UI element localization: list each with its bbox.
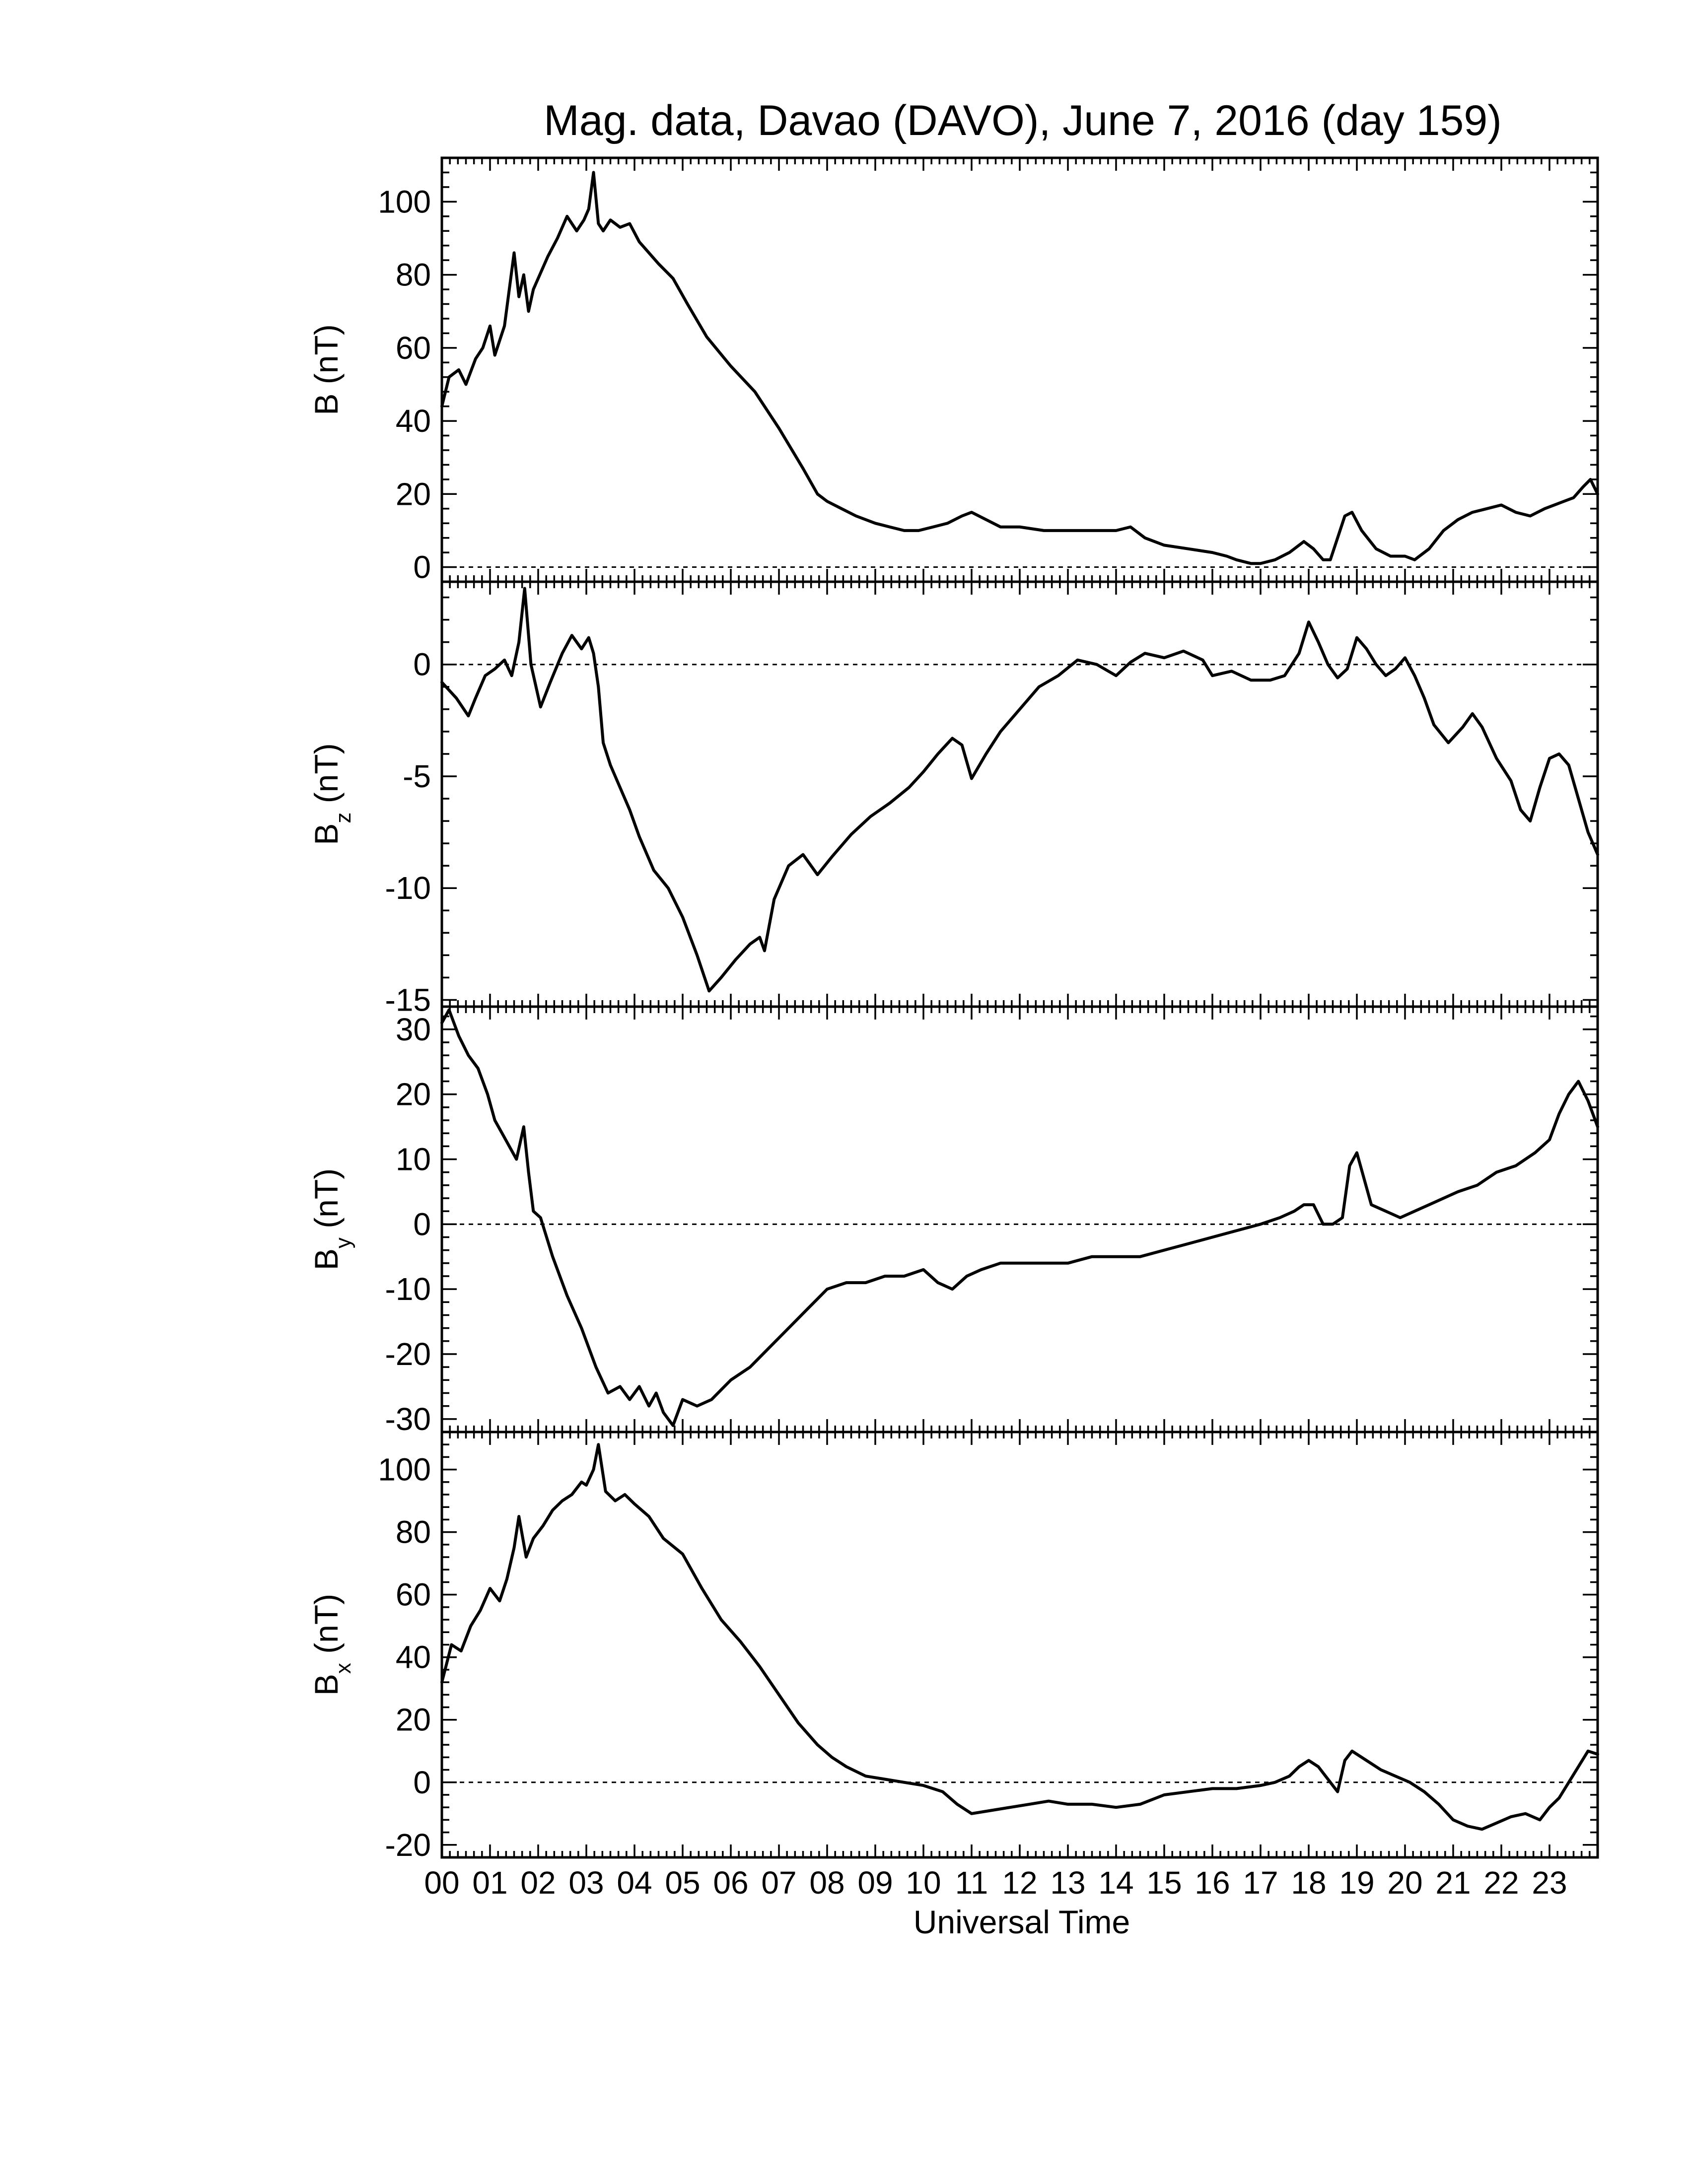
- x-tick-label: 08: [809, 1865, 844, 1901]
- y-tick-label-b-total: 40: [396, 403, 431, 439]
- y-tick-label-b-total: 0: [413, 549, 431, 585]
- y-axis-label-subscript: z: [331, 813, 355, 823]
- y-axis-label-unit: (nT): [308, 324, 345, 393]
- x-axis-label: Universal Time: [914, 1904, 1130, 1940]
- y-tick-label-bx: 20: [396, 1702, 431, 1738]
- y-axis-label-subscript: y: [331, 1237, 355, 1248]
- chart-title: Mag. data, Davao (DAVO), June 7, 2016 (d…: [544, 97, 1502, 144]
- series-line-bx: [440, 1443, 1599, 1831]
- y-axis-label-unit: (nT): [308, 743, 345, 812]
- y-tick-label-bz: -15: [385, 982, 431, 1018]
- y-axis-label-main: B: [308, 1674, 345, 1696]
- y-tick-label-bz: -5: [403, 758, 431, 794]
- y-tick-label-by: 20: [396, 1077, 431, 1112]
- panel-bx: 100 80 60 40 20 0 -20 Bx (nT): [308, 1431, 1599, 1863]
- x-tick-label: 20: [1387, 1865, 1422, 1901]
- x-tick-label: 06: [713, 1865, 748, 1901]
- y-tick-label-by: 30: [396, 1012, 431, 1047]
- series-line-by: [440, 1008, 1599, 1427]
- y-axis-label-unit: (nT): [308, 1594, 345, 1663]
- y-tick-label-by: -30: [385, 1401, 431, 1437]
- x-tick-label: 17: [1243, 1865, 1278, 1901]
- x-tick-label: 01: [472, 1865, 507, 1901]
- x-tick-label: 02: [520, 1865, 556, 1901]
- x-tick-label: 18: [1291, 1865, 1326, 1901]
- y-tick-label-bz: -10: [385, 870, 431, 906]
- x-tick-label: 19: [1339, 1865, 1374, 1901]
- y-tick-label-by: -10: [385, 1271, 431, 1307]
- x-tick-label: 03: [568, 1865, 604, 1901]
- y-axis-label-unit: (nT): [308, 1168, 345, 1237]
- y-axis-label-main: B: [308, 1248, 345, 1270]
- y-tick-label-bx: 40: [396, 1639, 431, 1675]
- x-tick-label: 22: [1483, 1865, 1519, 1901]
- y-tick-label-bx: 100: [378, 1452, 431, 1488]
- x-tick-label: 16: [1195, 1865, 1230, 1901]
- x-tick-label: 04: [617, 1865, 652, 1901]
- y-tick-label-b-total: 20: [396, 476, 431, 512]
- x-tick-label: 11: [955, 1865, 988, 1901]
- y-axis-label-main: B: [308, 823, 345, 845]
- series-line-b-total: [440, 171, 1599, 565]
- x-tick-label: 15: [1146, 1865, 1182, 1901]
- y-axis-label-b-total: B (nT): [308, 324, 345, 415]
- y-tick-label-by: -20: [385, 1336, 431, 1372]
- y-axis-label-bz: Bz (nT): [308, 743, 355, 845]
- y-axis-label-bx: Bx (nT): [308, 1594, 355, 1696]
- y-tick-label-bx: 60: [396, 1577, 431, 1613]
- y-tick-label-bx: -20: [385, 1827, 431, 1863]
- y-axis-label-by: By (nT): [308, 1168, 355, 1270]
- x-tick-labels: 00 01 02 03 04 05 06 07 08 09 10 11 12 13 14 15 16 17 18 19…: [424, 1865, 1567, 1901]
- x-tick-label: 12: [1002, 1865, 1037, 1901]
- y-tick-label-by: 10: [396, 1141, 431, 1177]
- y-axis-label-subscript: x: [331, 1663, 355, 1674]
- y-tick-label-bx: 0: [413, 1765, 431, 1800]
- y-axis-label-main: B: [308, 394, 345, 415]
- series-line-bz: [440, 587, 1599, 993]
- y-tick-label-bz: 0: [413, 647, 431, 682]
- x-tick-label: 00: [424, 1865, 459, 1901]
- x-tick-label: 13: [1050, 1865, 1085, 1901]
- x-tick-label: 07: [761, 1865, 796, 1901]
- x-tick-label: 05: [665, 1865, 700, 1901]
- y-tick-label-b-total: 100: [378, 184, 431, 219]
- y-tick-label-b-total: 60: [396, 330, 431, 366]
- x-tick-label: 23: [1532, 1865, 1567, 1901]
- y-tick-label-bx: 80: [396, 1514, 431, 1550]
- y-tick-label-b-total: 80: [396, 257, 431, 293]
- x-tick-label: 21: [1435, 1865, 1471, 1901]
- x-tick-label: 09: [857, 1865, 893, 1901]
- x-tick-label: 10: [906, 1865, 941, 1901]
- x-tick-label: 14: [1098, 1865, 1133, 1901]
- y-tick-label-by: 0: [413, 1206, 431, 1242]
